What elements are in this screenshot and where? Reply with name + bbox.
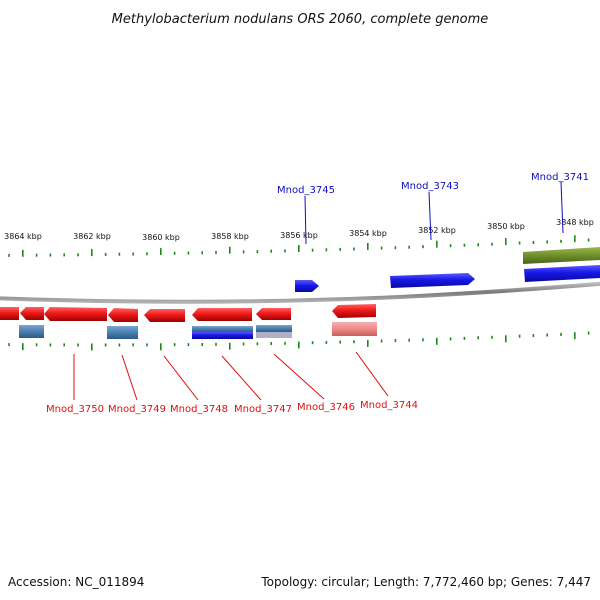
leader-mnod-3748 xyxy=(163,355,199,401)
gene-mnod-3741[interactable] xyxy=(524,265,600,282)
gene-mnod-3750[interactable] xyxy=(44,307,107,321)
ruler-tick-labels: 3864 kbp 3862 kbp 3860 kbp 3858 kbp 3856… xyxy=(4,218,594,242)
gene-mnod-3746[interactable] xyxy=(256,308,291,320)
feature-mnod-3750[interactable] xyxy=(19,325,44,338)
leader-mnod-3745 xyxy=(304,195,307,245)
topology-text: Topology: circular; Length: 7,772,460 bp… xyxy=(260,575,591,589)
leader-mnod-3749 xyxy=(121,354,138,401)
feature-mnod-3746-a[interactable] xyxy=(256,325,292,332)
label-mnod-3749[interactable]: Mnod_3749 xyxy=(108,404,166,415)
tick-label-3852: 3852 kbp xyxy=(418,226,456,235)
gene-mnod-3749[interactable] xyxy=(108,308,138,322)
gene-left-1[interactable] xyxy=(20,307,44,320)
leader-mnod-3741 xyxy=(560,181,564,234)
feature-mnod-3744[interactable] xyxy=(332,322,377,336)
tick-label-3858: 3858 kbp xyxy=(211,232,249,241)
gene-mnod-3748[interactable] xyxy=(144,309,185,322)
forward-strand-genes xyxy=(295,247,600,292)
tick-label-3864: 3864 kbp xyxy=(4,232,42,241)
gene-mnod-3744[interactable] xyxy=(332,304,376,318)
bottom-ruler xyxy=(8,331,590,351)
map-title: Methylobacterium nodulans ORS 2060, comp… xyxy=(112,12,489,27)
label-mnod-3750[interactable]: Mnod_3750 xyxy=(46,404,104,415)
accession-text: Accession: NC_011894 xyxy=(8,575,144,589)
bottom-gene-labels: Mnod_3750 Mnod_3749 Mnod_3748 Mnod_3747 … xyxy=(46,351,418,415)
leader-mnod-3744 xyxy=(355,351,389,397)
gene-partial-left[interactable] xyxy=(0,307,19,320)
gene-mnod-3747[interactable] xyxy=(192,308,252,321)
top-ruler xyxy=(8,235,590,257)
leader-mnod-3747 xyxy=(221,355,262,401)
genome-backbone xyxy=(0,281,600,304)
label-mnod-3745[interactable]: Mnod_3745 xyxy=(277,185,335,196)
label-mnod-3746[interactable]: Mnod_3746 xyxy=(297,402,355,413)
feature-mnod-3749[interactable] xyxy=(107,326,138,339)
label-mnod-3747[interactable]: Mnod_3747 xyxy=(234,404,292,415)
tick-label-3854: 3854 kbp xyxy=(349,229,387,238)
label-mnod-3741[interactable]: Mnod_3741 xyxy=(531,172,589,183)
gene-mnod-3741-feature[interactable] xyxy=(523,247,600,264)
label-mnod-3744[interactable]: Mnod_3744 xyxy=(360,400,418,411)
tick-label-3856: 3856 kbp xyxy=(280,231,318,240)
gene-mnod-3743[interactable] xyxy=(390,273,475,288)
tick-label-3848: 3848 kbp xyxy=(556,218,594,227)
feature-mnod-3747-b[interactable] xyxy=(192,332,253,339)
gene-mnod-3745[interactable] xyxy=(295,280,319,292)
leader-mnod-3746 xyxy=(273,353,325,400)
leader-mnod-3743 xyxy=(428,191,432,241)
tick-label-3850: 3850 kbp xyxy=(487,222,525,231)
tick-label-3862: 3862 kbp xyxy=(73,232,111,241)
secondary-features xyxy=(19,322,377,339)
feature-mnod-3746-b[interactable] xyxy=(256,332,292,338)
label-mnod-3743[interactable]: Mnod_3743 xyxy=(401,181,459,192)
top-gene-labels: Mnod_3745 Mnod_3743 Mnod_3741 xyxy=(277,172,589,245)
label-mnod-3748[interactable]: Mnod_3748 xyxy=(170,404,228,415)
tick-label-3860: 3860 kbp xyxy=(142,233,180,242)
reverse-strand-genes xyxy=(0,304,376,322)
feature-mnod-3747-a[interactable] xyxy=(192,326,253,332)
